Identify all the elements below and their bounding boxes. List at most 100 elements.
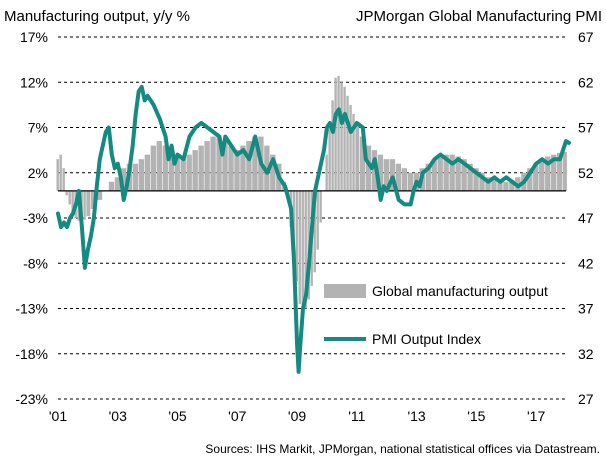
output-bar [461,159,467,191]
output-bar [228,145,234,191]
output-bar [301,190,304,314]
legend-line-label: PMI Output Index [372,331,481,347]
right-axis-label: JPMorgan Global Manufacturing PMI [356,8,602,25]
output-bar [551,154,557,191]
output-bar [349,104,352,191]
output-bar [68,190,71,205]
pmi-line-group [56,84,571,374]
output-bar [557,152,563,191]
left-tick-label: 17% [20,29,48,45]
output-bar [395,163,402,191]
output-bar [138,159,145,191]
right-tick-label: 27 [578,391,594,407]
output-bar [467,163,473,191]
output-bar [192,150,198,191]
output-bar [180,156,186,191]
output-bar [449,154,455,191]
x-axis-ticks: '01 '03 '05 '07 '09 '11 '13 '15 '17 [49,408,546,424]
right-tick-label: 62 [578,74,594,90]
output-bar [497,181,503,191]
output-bar [210,136,216,191]
output-bar [304,190,307,309]
right-tick-label: 37 [578,301,594,317]
output-bar [298,190,301,304]
left-axis-label: Manufacturing output, y/y % [4,8,190,25]
output-bar [431,159,437,191]
output-bar [473,168,479,191]
output-bar [198,145,204,191]
output-bar [371,150,378,191]
output-bar [83,190,86,220]
output-bar [252,136,258,191]
output-bar [485,177,491,191]
output-bar [533,163,539,191]
output-bar [503,181,509,191]
left-tick-label: 2% [28,165,48,181]
output-bar [340,82,343,191]
output-bar [120,168,127,191]
output-bar [355,122,360,191]
output-bar [437,156,443,191]
output-bar [168,150,174,191]
output-bar [59,154,62,191]
output-bar [443,154,449,191]
output-bar [204,141,210,191]
output-bar [222,141,228,191]
output-bar [114,177,121,191]
right-tick-label: 67 [578,29,594,45]
output-bar [425,163,431,191]
left-tick-label: -23% [15,391,48,407]
output-bar [132,163,139,191]
x-tick-label: '03 [109,408,127,424]
output-bar [509,179,515,191]
output-bar [383,159,390,191]
output-bar [343,86,346,191]
x-tick-label: '17 [527,408,545,424]
output-bar [377,154,384,191]
right-tick-label: 32 [578,346,594,362]
output-bar [313,190,316,273]
x-tick-label: '07 [228,408,246,424]
output-bar [352,113,355,191]
left-tick-label: -18% [15,346,48,362]
left-tick-label: -13% [15,301,48,317]
x-tick-label: '09 [288,408,306,424]
left-tick-label: 12% [20,74,48,90]
output-bar [337,75,340,191]
output-bar [328,122,331,191]
output-bar [545,156,551,191]
output-bar [527,168,533,191]
output-bar [264,145,270,191]
output-bar [401,168,408,191]
output-bar [56,159,59,191]
output-bar [407,172,413,191]
source-note: Sources: IHS Markit, JPMorgan, national … [205,442,600,456]
legend-bar-label: Global manufacturing output [372,283,548,299]
left-axis-ticks: 17% 12% 7% 2% -3% -8% -13% -18% -23% [15,29,48,407]
output-bar [144,154,151,191]
output-bar [234,150,240,191]
output-bar [331,100,334,191]
output-bar [174,154,180,191]
output-bar [316,190,319,250]
left-tick-label: -3% [23,210,48,226]
output-bar [295,190,298,282]
output-bar [389,159,396,191]
output-bar [71,190,74,214]
left-tick-label: 7% [28,120,48,136]
output-bar [240,145,246,191]
output-bar [491,179,497,191]
output-bar [186,154,192,191]
output-bar [150,145,157,191]
x-tick-label: '11 [348,408,365,424]
x-tick-label: '13 [407,408,425,424]
output-bar [563,151,567,191]
right-tick-label: 57 [578,120,594,136]
output-bar [539,159,545,191]
output-bar [325,154,328,191]
x-tick-label: '05 [168,408,186,424]
output-bar [359,136,366,191]
output-bar [65,190,68,196]
x-tick-label: '15 [467,408,485,424]
